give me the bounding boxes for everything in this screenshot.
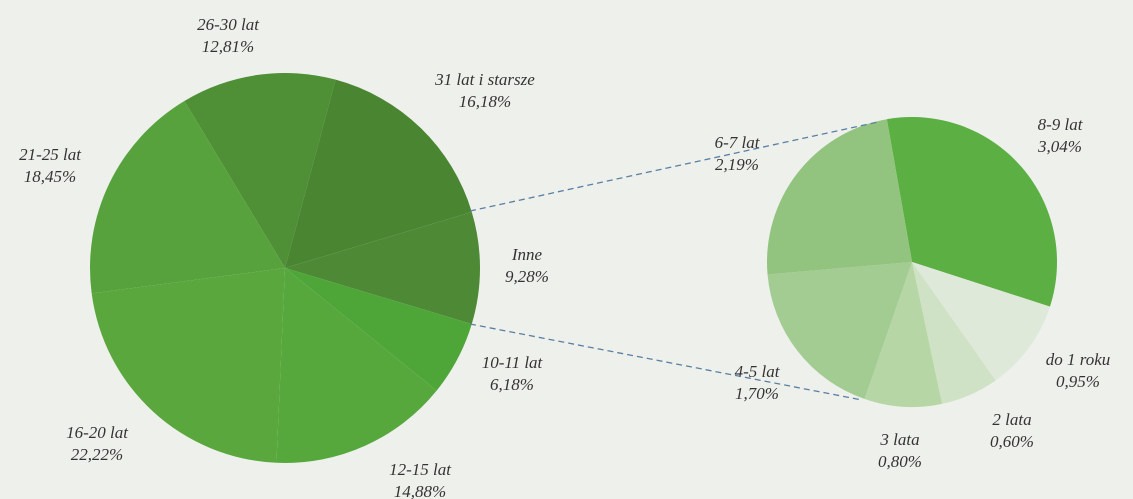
slice-value-label: 22,22% [71,445,123,464]
slice-label: do 1 roku [1046,350,1111,369]
slice-label: 21-25 lat [19,145,82,164]
slice-label: 2 lata [992,410,1031,429]
slice-value-label: 14,88% [394,482,446,499]
slice-value-label: 0,60% [990,432,1034,451]
slice-value-label: 0,95% [1056,372,1100,391]
slice-value-label: 16,18% [459,92,511,111]
slice-value-label: 6,18% [490,375,534,394]
pie-slice [767,119,912,275]
slice-label: 26-30 lat [197,15,260,34]
slice-value-label: 18,45% [24,167,76,186]
pie-slice [285,79,472,268]
slice-label: 3 lata [879,430,919,449]
slice-value-label: 3,04% [1037,137,1082,156]
pie-slice [912,262,996,404]
slice-label: 6-7 lat [715,133,761,152]
slice-label: 10-11 lat [482,353,544,372]
slice-label: 31 lat i starsze [434,70,535,89]
pie-slice [91,268,285,463]
slice-value-label: 0,80% [878,452,922,471]
pie-slice [886,116,1057,307]
slice-value-label: 1,70% [735,384,779,403]
connector-line [469,323,863,401]
slice-label: 12-15 lat [389,460,452,479]
slice-value-label: 9,28% [505,267,549,286]
pie-slice [767,262,912,400]
slice-value-label: 2,19% [715,155,759,174]
pie-slice [864,262,942,407]
pie-slice [912,262,1050,381]
pie-slice [276,268,437,463]
pie-slice [90,100,286,294]
slice-label: Inne [511,245,543,264]
slice-value-label: 12,81% [202,37,254,56]
pie-slice [285,211,481,325]
slice-label: 16-20 lat [66,423,129,442]
pie-slice [184,73,336,268]
pie-slice [285,268,472,391]
slice-label: 4-5 lat [735,362,781,381]
slice-label: 8-9 lat [1038,115,1084,134]
